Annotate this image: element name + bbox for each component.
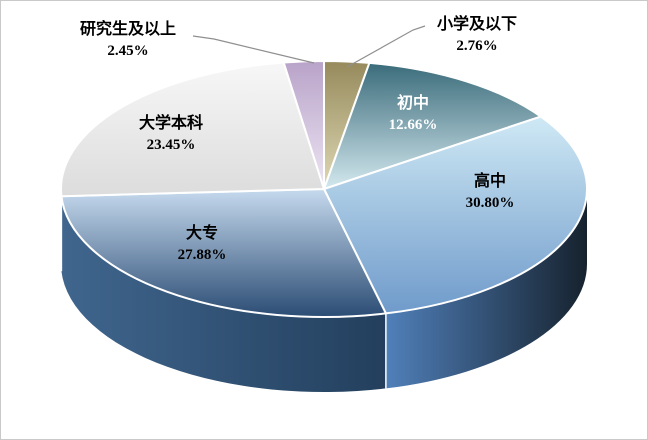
- leader-line-0: [346, 25, 426, 68]
- pie-slice-5: [282, 59, 325, 190]
- pie-slice-1: [323, 61, 542, 190]
- leader-line-5: [192, 35, 315, 64]
- pie-slice-3: [60, 188, 387, 318]
- pie-side-2: [385, 189, 587, 389]
- pie-side-3: [61, 196, 386, 393]
- pie-slice-2: [323, 115, 588, 315]
- pie-slice-4: [60, 61, 325, 198]
